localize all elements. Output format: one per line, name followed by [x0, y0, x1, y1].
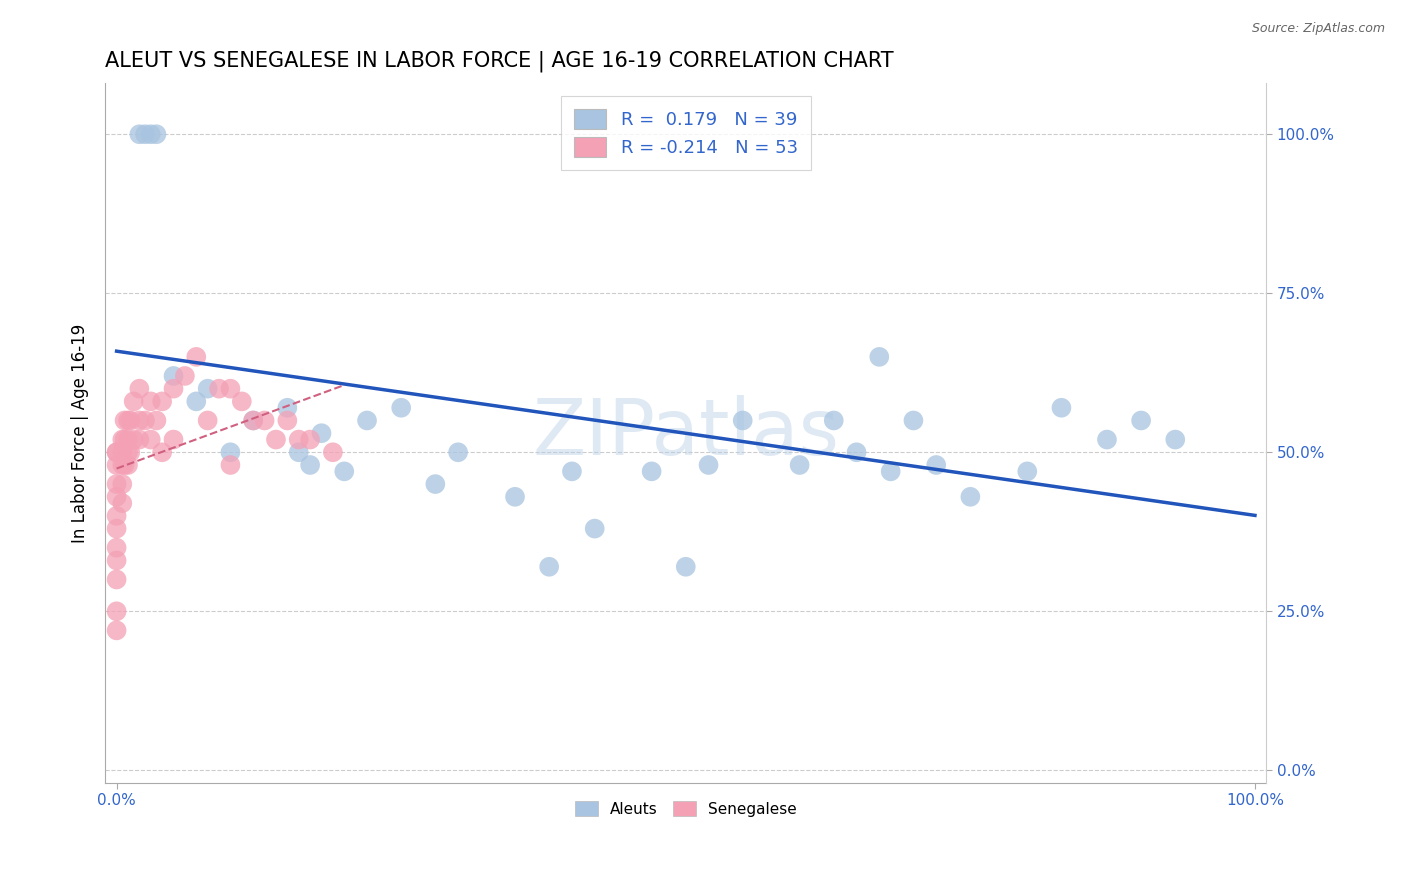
- Point: [208, 382, 231, 396]
- Point: [134, 127, 156, 141]
- Y-axis label: In Labor Force | Age 16-19: In Labor Force | Age 16-19: [72, 324, 89, 543]
- Point: [114, 413, 136, 427]
- Point: [640, 464, 662, 478]
- Point: [186, 350, 208, 364]
- Point: [356, 413, 378, 427]
- Point: [583, 522, 606, 536]
- Point: [186, 394, 208, 409]
- Point: [538, 559, 561, 574]
- Point: [128, 433, 150, 447]
- Point: [105, 458, 128, 472]
- Point: [219, 382, 242, 396]
- Point: [299, 458, 322, 472]
- Point: [162, 433, 184, 447]
- Point: [322, 445, 344, 459]
- Point: [105, 541, 128, 555]
- Point: [925, 458, 948, 472]
- Point: [197, 382, 219, 396]
- Point: [287, 433, 309, 447]
- Point: [1164, 433, 1187, 447]
- Point: [333, 464, 356, 478]
- Point: [219, 445, 242, 459]
- Point: [105, 477, 128, 491]
- Point: [697, 458, 720, 472]
- Point: [117, 445, 139, 459]
- Point: [111, 433, 134, 447]
- Point: [105, 445, 128, 459]
- Point: [128, 127, 150, 141]
- Point: [111, 445, 134, 459]
- Point: [122, 433, 145, 447]
- Point: [105, 445, 128, 459]
- Text: Source: ZipAtlas.com: Source: ZipAtlas.com: [1251, 22, 1385, 36]
- Point: [231, 394, 253, 409]
- Point: [959, 490, 981, 504]
- Point: [105, 490, 128, 504]
- Point: [114, 458, 136, 472]
- Point: [503, 490, 526, 504]
- Point: [150, 394, 173, 409]
- Point: [242, 413, 264, 427]
- Point: [879, 464, 901, 478]
- Point: [105, 508, 128, 523]
- Point: [253, 413, 276, 427]
- Point: [105, 522, 128, 536]
- Point: [219, 458, 242, 472]
- Point: [197, 413, 219, 427]
- Point: [139, 394, 162, 409]
- Point: [1095, 433, 1118, 447]
- Point: [311, 426, 333, 441]
- Point: [117, 433, 139, 447]
- Point: [139, 433, 162, 447]
- Point: [789, 458, 811, 472]
- Point: [903, 413, 925, 427]
- Point: [425, 477, 447, 491]
- Point: [242, 413, 264, 427]
- Point: [823, 413, 845, 427]
- Point: [264, 433, 287, 447]
- Point: [134, 413, 156, 427]
- Point: [868, 350, 890, 364]
- Point: [139, 127, 162, 141]
- Point: [120, 413, 142, 427]
- Point: [561, 464, 583, 478]
- Point: [122, 394, 145, 409]
- Point: [276, 413, 298, 427]
- Point: [120, 445, 142, 459]
- Point: [111, 458, 134, 472]
- Text: ZIPatlas: ZIPatlas: [533, 395, 839, 471]
- Point: [389, 401, 412, 415]
- Point: [1130, 413, 1153, 427]
- Point: [105, 624, 128, 638]
- Point: [145, 413, 167, 427]
- Point: [845, 445, 868, 459]
- Text: ALEUT VS SENEGALESE IN LABOR FORCE | AGE 16-19 CORRELATION CHART: ALEUT VS SENEGALESE IN LABOR FORCE | AGE…: [105, 51, 894, 72]
- Point: [162, 382, 184, 396]
- Point: [276, 401, 298, 415]
- Point: [114, 433, 136, 447]
- Point: [111, 477, 134, 491]
- Legend: Aleuts, Senegalese: Aleuts, Senegalese: [567, 793, 804, 824]
- Point: [105, 553, 128, 567]
- Point: [128, 382, 150, 396]
- Point: [111, 496, 134, 510]
- Point: [675, 559, 697, 574]
- Point: [105, 573, 128, 587]
- Point: [162, 368, 184, 383]
- Point: [174, 368, 197, 383]
- Point: [287, 445, 309, 459]
- Point: [117, 458, 139, 472]
- Point: [105, 604, 128, 618]
- Point: [299, 433, 322, 447]
- Point: [128, 413, 150, 427]
- Point: [447, 445, 470, 459]
- Point: [145, 127, 167, 141]
- Point: [1017, 464, 1039, 478]
- Point: [1050, 401, 1073, 415]
- Point: [117, 413, 139, 427]
- Point: [150, 445, 173, 459]
- Point: [731, 413, 754, 427]
